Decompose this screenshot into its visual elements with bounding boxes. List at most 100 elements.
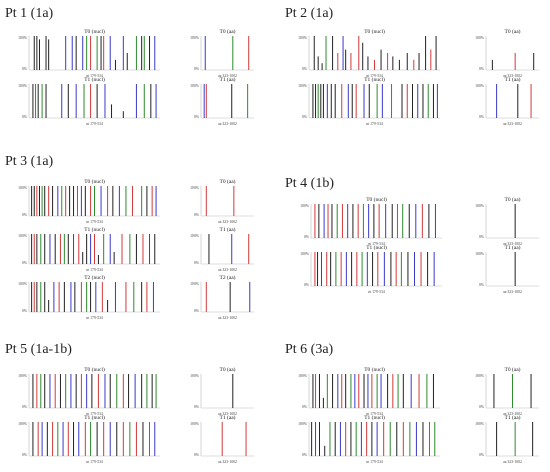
chart-bar [205, 84, 207, 118]
chart-bar [78, 422, 80, 456]
y-tick-label: 0% [22, 405, 28, 409]
chart-bar [53, 282, 55, 312]
chart-bar [45, 36, 47, 70]
chart-bar [322, 84, 324, 118]
chart-bar [232, 36, 234, 70]
chart-bar [48, 39, 50, 70]
chart-bar [221, 422, 223, 456]
y-tick-label: 100% [298, 84, 308, 88]
x-axis-label: nt 179-534 [86, 74, 103, 78]
panel-label: T1 (aa) [504, 244, 520, 251]
chart-bar [336, 204, 338, 238]
chart-bar [514, 204, 516, 238]
chart-bar [122, 422, 124, 456]
chart-bar [380, 374, 382, 408]
chart-bar [418, 53, 420, 70]
chart-bar [325, 36, 327, 70]
y-tick-label: 100% [475, 204, 485, 208]
chart-bar [36, 282, 38, 312]
y-tick-label: 0% [479, 115, 485, 119]
chart-bar [332, 36, 334, 70]
chart-bar [80, 374, 82, 408]
chart-bar [67, 422, 69, 456]
chart-bar [330, 84, 332, 118]
y-tick-label: 0% [479, 453, 485, 457]
chart-bar [135, 234, 137, 264]
chart-bar [342, 36, 344, 70]
panel-label: T1 (aa) [219, 226, 235, 233]
chart-bar [413, 59, 415, 70]
chart-bar [318, 204, 320, 238]
chart-bar [96, 422, 98, 456]
mini-chart: T0 (nucl) 100% 0% nt 179-534 [18, 366, 160, 416]
chart-bar [135, 84, 137, 118]
y-tick-label: 100% [18, 186, 28, 190]
chart-bar [345, 422, 347, 456]
chart-bar [401, 84, 403, 118]
chart-bar [436, 84, 438, 118]
chart-bar [122, 111, 124, 118]
mini-chart: T2 (aa) 100% 0% aa 323-1002 [190, 274, 254, 320]
chart-bar [352, 204, 354, 238]
chart-bar [318, 374, 320, 408]
chart-bar [75, 84, 77, 118]
y-tick-label: 100% [190, 234, 200, 238]
chart-bar [411, 84, 413, 118]
x-axis-label: aa 323-1002 [503, 460, 522, 464]
chart-bar [339, 422, 341, 456]
chart-bar [86, 234, 88, 264]
chart-bar [135, 36, 137, 70]
chart-bar [434, 422, 436, 456]
panel-label: T0 (aa) [504, 366, 520, 373]
chart-bar [383, 422, 385, 456]
y-tick-label: 0% [479, 67, 485, 71]
chart-bar [155, 374, 157, 408]
chart-bar [31, 186, 33, 216]
chart-bar [496, 422, 498, 456]
mini-chart: T0 (nucl) 100% 0% nt 179-534 [298, 28, 440, 78]
y-tick-label: 100% [475, 36, 485, 40]
chart-bar [135, 422, 137, 456]
chart-bar [82, 252, 84, 264]
chart-bar [432, 374, 434, 408]
chart-bar [75, 36, 77, 70]
chart-bar [37, 422, 39, 456]
chart-bar [427, 252, 429, 286]
chart-bar [113, 252, 115, 264]
chart-bar [397, 374, 399, 408]
chart-bar [208, 234, 210, 264]
chart-bar [118, 186, 120, 216]
chart-bar [109, 234, 111, 264]
chart-bar [363, 374, 365, 408]
chart-bar [74, 282, 76, 312]
x-axis-label: aa 323-1002 [503, 74, 522, 78]
chart-bar [350, 422, 352, 456]
chart-bar [129, 234, 131, 264]
y-tick-label: 100% [190, 36, 200, 40]
chart-bar [417, 84, 419, 118]
chart-bar [396, 422, 398, 456]
chart-bar [71, 36, 73, 70]
chart-bar [430, 49, 432, 70]
chart-bar [363, 84, 365, 118]
chart-bar [41, 84, 43, 118]
chart-bar [428, 204, 430, 238]
y-tick-label: 0% [194, 115, 200, 119]
chart-bar [341, 374, 343, 408]
chart-bar [94, 186, 95, 216]
chart-bar [341, 84, 343, 118]
chart-bar [100, 36, 102, 70]
patient-title: Pt 6 (3a) [285, 342, 334, 357]
chart-bar [154, 234, 156, 264]
chart-bar [121, 234, 123, 264]
chart-bar [49, 234, 51, 264]
chart-bar [129, 422, 131, 456]
mini-chart: T0 (aa) 100% 0% aa 323-1002 [475, 28, 539, 78]
chart-bar [63, 234, 65, 264]
chart-bar [376, 374, 378, 408]
chart-bar [54, 374, 56, 408]
chart-bar [33, 36, 35, 70]
chart-bar [326, 374, 328, 408]
chart-bar [512, 374, 513, 408]
chart-bar [97, 374, 99, 408]
